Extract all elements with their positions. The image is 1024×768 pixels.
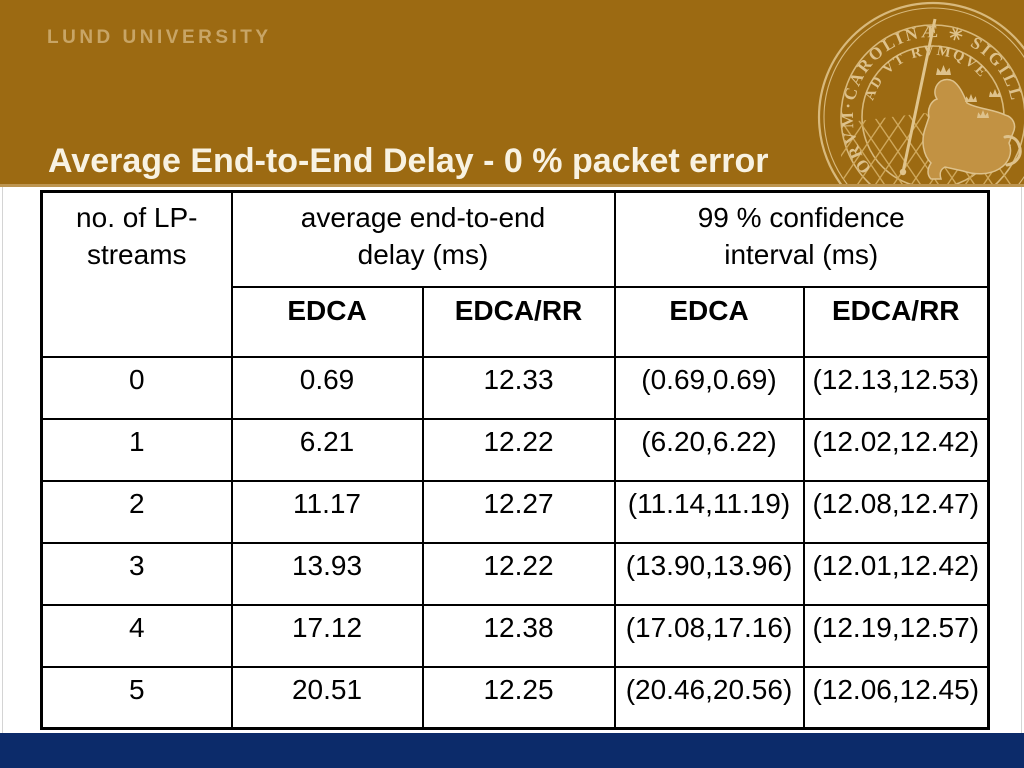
header-confidence-interval-line1: 99 % confidence xyxy=(697,202,905,233)
table-cell: (12.06,12.45) xyxy=(802,665,990,730)
table-cell: (17.08,17.16) xyxy=(613,603,805,668)
table-cell: 3 xyxy=(40,541,233,606)
table-cell: 12.22 xyxy=(421,541,616,606)
table-cell: 13.93 xyxy=(230,541,424,606)
table-cell: (20.46,20.56) xyxy=(613,665,805,730)
left-edge-divider xyxy=(2,187,3,733)
table-cell: 6.21 xyxy=(230,417,424,482)
table-cell: (11.14,11.19) xyxy=(613,479,805,544)
header-avg-delay: average end-to-end delay (ms) xyxy=(230,190,616,288)
table-header-row-groups: no. of LP- streams average end-to-end de… xyxy=(40,190,990,358)
header-confidence-interval: 99 % confidence interval (ms) xyxy=(613,190,990,288)
table-cell: 12.33 xyxy=(421,355,616,420)
table-row: 4 17.12 12.38 (17.08,17.16) (12.19,12.57… xyxy=(40,603,990,668)
header-lp-streams-line1: no. of LP- xyxy=(76,202,198,233)
university-name: LUND UNIVERSITY xyxy=(47,27,272,48)
right-edge-divider xyxy=(1021,187,1022,733)
table-cell: 12.38 xyxy=(421,603,616,668)
subheader-edcarr-delay: EDCA/RR xyxy=(421,285,616,358)
table-cell: 12.22 xyxy=(421,417,616,482)
table-cell: (0.69,0.69) xyxy=(613,355,805,420)
header-confidence-interval-line2: interval (ms) xyxy=(724,238,879,270)
table-cell: 0 xyxy=(40,355,233,420)
table-cell: 2 xyxy=(40,479,233,544)
table-cell: (13.90,13.96) xyxy=(613,541,805,606)
header-avg-delay-line2: delay (ms) xyxy=(357,238,489,270)
results-table: no. of LP- streams average end-to-end de… xyxy=(40,190,990,730)
subheader-edca-ci: EDCA xyxy=(613,285,805,358)
header-avg-delay-line1: average end-to-end xyxy=(300,202,546,233)
header-band: ORVM·CAROLINÆ ✳ SIGILLV AD VT RVMQVE LUN… xyxy=(0,0,1024,184)
table-cell: 4 xyxy=(40,603,233,668)
slide-title: Average End-to-End Delay - 0 % packet er… xyxy=(48,141,769,180)
table-cell: (12.08,12.47) xyxy=(802,479,990,544)
seal-sword xyxy=(899,18,937,176)
table-cell: 1 xyxy=(40,417,233,482)
table-cell: 17.12 xyxy=(230,603,424,668)
table-cell: (12.02,12.42) xyxy=(802,417,990,482)
table-cell: (12.19,12.57) xyxy=(802,603,990,668)
table-row: 3 13.93 12.22 (13.90,13.96) (12.01,12.42… xyxy=(40,541,990,606)
header-lp-streams-line2: streams xyxy=(86,238,187,270)
table-cell: (6.20,6.22) xyxy=(613,417,805,482)
table-cell: 12.25 xyxy=(421,665,616,730)
header-lp-streams: no. of LP- streams xyxy=(40,190,233,358)
footer-band xyxy=(0,733,1024,768)
table-cell: 12.27 xyxy=(421,479,616,544)
subheader-edca-delay: EDCA xyxy=(230,285,424,358)
table-cell: 5 xyxy=(40,665,233,730)
table-row: 5 20.51 12.25 (20.46,20.56) (12.06,12.45… xyxy=(40,665,990,730)
table-row: 0 0.69 12.33 (0.69,0.69) (12.13,12.53) xyxy=(40,355,990,420)
table-cell: (12.13,12.53) xyxy=(802,355,990,420)
table-cell: (12.01,12.42) xyxy=(802,541,990,606)
table-cell: 11.17 xyxy=(230,479,424,544)
table-row: 2 11.17 12.27 (11.14,11.19) (12.08,12.47… xyxy=(40,479,990,544)
content-area: no. of LP- streams average end-to-end de… xyxy=(0,187,1024,733)
seal-lion xyxy=(922,78,1022,180)
table-header-row-sub: EDCA EDCA/RR EDCA EDCA/RR xyxy=(42,285,990,358)
table-row: 1 6.21 12.22 (6.20,6.22) (12.02,12.42) xyxy=(40,417,990,482)
subheader-edcarr-ci: EDCA/RR xyxy=(802,285,990,358)
university-seal-logo: ORVM·CAROLINÆ ✳ SIGILLV AD VT RVMQVE xyxy=(813,0,1024,184)
separator-line xyxy=(0,184,1024,187)
table-cell: 0.69 xyxy=(230,355,424,420)
table-cell: 20.51 xyxy=(230,665,424,730)
